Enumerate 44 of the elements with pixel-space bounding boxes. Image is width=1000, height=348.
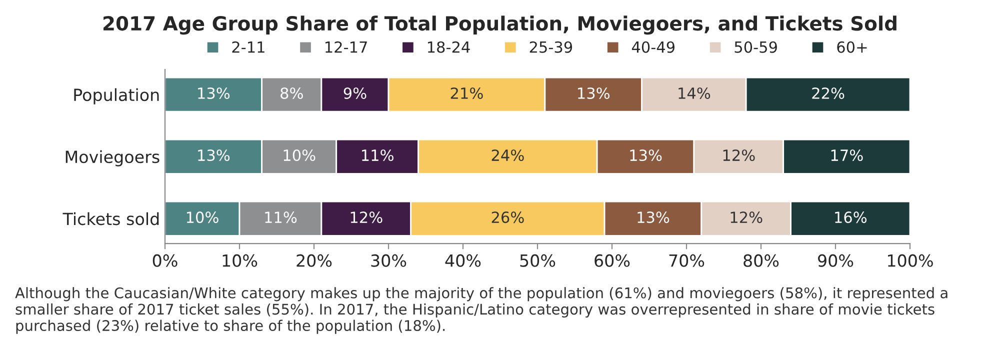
data-label: 12% xyxy=(350,212,382,224)
x-tick-label: 10% xyxy=(222,254,258,267)
x-tick-label: 80% xyxy=(744,254,779,267)
data-label: 8% xyxy=(280,87,303,99)
x-tick-label: 50% xyxy=(520,254,556,267)
data-label: 21% xyxy=(450,87,483,99)
legend-label: 2-11 xyxy=(232,41,264,53)
data-label: 10% xyxy=(186,212,218,224)
x-tick-label: 20% xyxy=(296,254,332,267)
legend-label: 60+ xyxy=(837,41,867,53)
chart-title: 2017 Age Group Share of Total Population, Moviegoers, and Tickets Sold xyxy=(104,16,896,35)
text: Although the Caucasian/White category makes up the majority of the population (61%) and moviegoers (58%), it represented a smaller share of 2017 ticket sales (55%). In 2017, the Hispanic/Latino category was overrepresented in share of movie tickets purchased (23%) relative to share of the population (18%). xyxy=(15,287,948,334)
data-label: 13% xyxy=(578,87,610,99)
data-label: 24% xyxy=(492,149,524,162)
x-tick-label: 30% xyxy=(371,254,406,267)
data-label: 13% xyxy=(630,149,662,162)
data-label: 13% xyxy=(198,87,230,99)
data-label: 11% xyxy=(265,212,297,224)
legend-label: 50-59 xyxy=(734,41,777,53)
data-label: 13% xyxy=(198,149,230,162)
legend-label: 12-17 xyxy=(326,41,367,53)
x-tick-label: 90% xyxy=(818,254,854,267)
y-tick-label: Population xyxy=(74,88,159,104)
data-label: 16% xyxy=(835,212,867,224)
data-label: 13% xyxy=(638,212,670,224)
legend-label: 40-49 xyxy=(632,41,675,53)
x-tick-label: 70% xyxy=(669,254,704,267)
data-label: 10% xyxy=(284,149,316,162)
data-label: 22% xyxy=(812,87,844,99)
x-tick-label: 100% xyxy=(888,254,933,267)
data-label: 11% xyxy=(362,149,394,162)
data-label: 12% xyxy=(723,149,755,162)
data-label: 17% xyxy=(831,149,863,162)
legend-label: 25-39 xyxy=(530,41,572,53)
x-tick-label: 60% xyxy=(594,254,630,267)
x-tick-label: 0% xyxy=(152,254,178,267)
data-label: 9% xyxy=(344,87,366,99)
legend-label: 18-24 xyxy=(428,41,470,53)
x-tick-label: 40% xyxy=(445,254,481,267)
data-label: 14% xyxy=(678,87,710,99)
y-tick-label: Moviegoers xyxy=(66,150,160,166)
data-label: 12% xyxy=(730,212,762,224)
y-tick-label: Tickets sold xyxy=(62,212,159,226)
data-label: 26% xyxy=(492,212,524,224)
